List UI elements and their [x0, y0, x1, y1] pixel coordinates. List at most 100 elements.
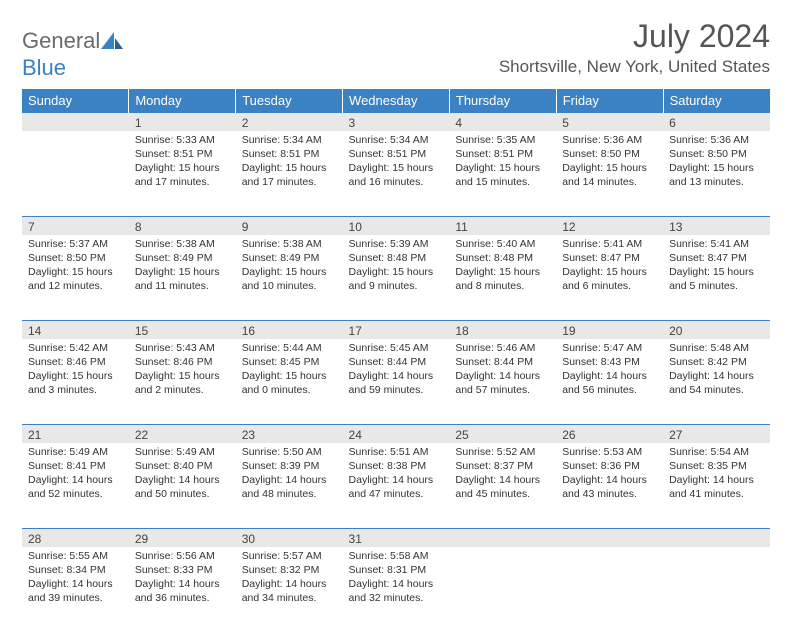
daylight-text: and 12 minutes.: [28, 279, 123, 293]
daylight-text: and 56 minutes.: [562, 383, 657, 397]
sunrise-text: Sunrise: 5:49 AM: [135, 445, 230, 459]
day-number: 11: [449, 217, 556, 235]
sunrise-text: Sunrise: 5:36 AM: [562, 133, 657, 147]
day-number: 31: [343, 529, 450, 547]
sunset-text: Sunset: 8:45 PM: [242, 355, 337, 369]
daylight-text: and 3 minutes.: [28, 383, 123, 397]
day-number: 12: [556, 217, 663, 235]
day-cell: Sunrise: 5:34 AMSunset: 8:51 PMDaylight:…: [343, 131, 450, 217]
daylight-text: Daylight: 14 hours: [28, 473, 123, 487]
day-header: Wednesday: [343, 89, 450, 113]
sunrise-text: Sunrise: 5:47 AM: [562, 341, 657, 355]
daylight-text: Daylight: 15 hours: [28, 369, 123, 383]
daylight-text: and 8 minutes.: [455, 279, 550, 293]
daylight-text: and 59 minutes.: [349, 383, 444, 397]
day-number: 19: [556, 321, 663, 339]
day-cell: Sunrise: 5:37 AMSunset: 8:50 PMDaylight:…: [22, 235, 129, 321]
day-header: Sunday: [22, 89, 129, 113]
day-cell: Sunrise: 5:52 AMSunset: 8:37 PMDaylight:…: [449, 443, 556, 529]
daylight-text: and 17 minutes.: [135, 175, 230, 189]
title-block: July 2024 Shortsville, New York, United …: [499, 18, 770, 77]
logo-text: General Blue: [22, 28, 123, 81]
day-cell: Sunrise: 5:50 AMSunset: 8:39 PMDaylight:…: [236, 443, 343, 529]
sunset-text: Sunset: 8:42 PM: [669, 355, 764, 369]
daylight-text: Daylight: 15 hours: [349, 161, 444, 175]
day-number: 29: [129, 529, 236, 547]
sunrise-text: Sunrise: 5:37 AM: [28, 237, 123, 251]
sunset-text: Sunset: 8:51 PM: [349, 147, 444, 161]
daylight-text: and 32 minutes.: [349, 591, 444, 605]
day-number: 30: [236, 529, 343, 547]
day-number: 25: [449, 425, 556, 443]
daylight-text: and 52 minutes.: [28, 487, 123, 501]
day-number: 4: [449, 113, 556, 131]
day-number: 1: [129, 113, 236, 131]
sunrise-text: Sunrise: 5:41 AM: [562, 237, 657, 251]
sunset-text: Sunset: 8:50 PM: [562, 147, 657, 161]
sunrise-text: Sunrise: 5:46 AM: [455, 341, 550, 355]
daylight-text: and 48 minutes.: [242, 487, 337, 501]
daylight-text: Daylight: 15 hours: [242, 369, 337, 383]
day-number: 26: [556, 425, 663, 443]
daylight-text: Daylight: 14 hours: [669, 473, 764, 487]
daylight-text: and 15 minutes.: [455, 175, 550, 189]
day-cell: Sunrise: 5:33 AMSunset: 8:51 PMDaylight:…: [129, 131, 236, 217]
daylight-text: and 6 minutes.: [562, 279, 657, 293]
sunrise-text: Sunrise: 5:38 AM: [135, 237, 230, 251]
daylight-text: Daylight: 14 hours: [135, 473, 230, 487]
day-cell: Sunrise: 5:44 AMSunset: 8:45 PMDaylight:…: [236, 339, 343, 425]
day-cell: Sunrise: 5:53 AMSunset: 8:36 PMDaylight:…: [556, 443, 663, 529]
day-cell: Sunrise: 5:35 AMSunset: 8:51 PMDaylight:…: [449, 131, 556, 217]
day-header-row: Sunday Monday Tuesday Wednesday Thursday…: [22, 89, 770, 113]
day-number: 9: [236, 217, 343, 235]
daynum-row: 21222324252627: [22, 425, 770, 443]
sunset-text: Sunset: 8:51 PM: [242, 147, 337, 161]
day-number: 15: [129, 321, 236, 339]
daylight-text: and 16 minutes.: [349, 175, 444, 189]
day-cell: Sunrise: 5:58 AMSunset: 8:31 PMDaylight:…: [343, 547, 450, 633]
content-row: Sunrise: 5:42 AMSunset: 8:46 PMDaylight:…: [22, 339, 770, 425]
daylight-text: Daylight: 14 hours: [669, 369, 764, 383]
daylight-text: Daylight: 14 hours: [455, 473, 550, 487]
day-number: 18: [449, 321, 556, 339]
daylight-text: Daylight: 14 hours: [349, 577, 444, 591]
day-cell: Sunrise: 5:57 AMSunset: 8:32 PMDaylight:…: [236, 547, 343, 633]
content-row: Sunrise: 5:37 AMSunset: 8:50 PMDaylight:…: [22, 235, 770, 321]
daylight-text: Daylight: 15 hours: [669, 161, 764, 175]
day-cell: Sunrise: 5:38 AMSunset: 8:49 PMDaylight:…: [129, 235, 236, 321]
daylight-text: Daylight: 15 hours: [135, 161, 230, 175]
day-cell: Sunrise: 5:46 AMSunset: 8:44 PMDaylight:…: [449, 339, 556, 425]
logo-text-top: General: [22, 28, 100, 53]
daylight-text: and 45 minutes.: [455, 487, 550, 501]
sunset-text: Sunset: 8:39 PM: [242, 459, 337, 473]
daylight-text: Daylight: 15 hours: [562, 161, 657, 175]
day-cell: Sunrise: 5:54 AMSunset: 8:35 PMDaylight:…: [663, 443, 770, 529]
daylight-text: Daylight: 14 hours: [349, 369, 444, 383]
daylight-text: Daylight: 15 hours: [349, 265, 444, 279]
day-header: Thursday: [449, 89, 556, 113]
day-cell: Sunrise: 5:55 AMSunset: 8:34 PMDaylight:…: [22, 547, 129, 633]
day-number: 23: [236, 425, 343, 443]
sunset-text: Sunset: 8:43 PM: [562, 355, 657, 369]
logo-text-bottom: Blue: [22, 55, 66, 80]
logo-sail-icon: [101, 32, 123, 55]
sunset-text: Sunset: 8:35 PM: [669, 459, 764, 473]
day-cell: Sunrise: 5:51 AMSunset: 8:38 PMDaylight:…: [343, 443, 450, 529]
day-number: 2: [236, 113, 343, 131]
content-row: Sunrise: 5:55 AMSunset: 8:34 PMDaylight:…: [22, 547, 770, 633]
sunset-text: Sunset: 8:47 PM: [562, 251, 657, 265]
sunrise-text: Sunrise: 5:58 AM: [349, 549, 444, 563]
day-number: 6: [663, 113, 770, 131]
sunrise-text: Sunrise: 5:38 AM: [242, 237, 337, 251]
sunset-text: Sunset: 8:48 PM: [349, 251, 444, 265]
daylight-text: and 2 minutes.: [135, 383, 230, 397]
daylight-text: Daylight: 15 hours: [135, 265, 230, 279]
day-header: Tuesday: [236, 89, 343, 113]
day-number: 7: [22, 217, 129, 235]
sunset-text: Sunset: 8:50 PM: [669, 147, 764, 161]
daylight-text: Daylight: 14 hours: [562, 369, 657, 383]
sunrise-text: Sunrise: 5:45 AM: [349, 341, 444, 355]
sunset-text: Sunset: 8:44 PM: [349, 355, 444, 369]
day-number: [663, 529, 770, 547]
daylight-text: Daylight: 14 hours: [242, 473, 337, 487]
